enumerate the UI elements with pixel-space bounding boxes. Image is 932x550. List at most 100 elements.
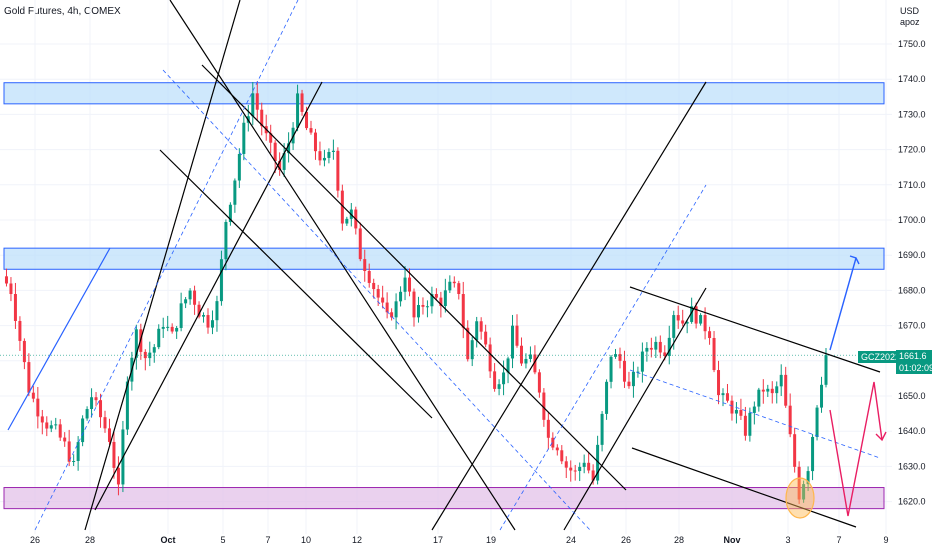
candle-body — [152, 347, 156, 353]
candle-body — [313, 132, 317, 152]
candle-body — [251, 93, 255, 117]
x-tick-label: 26 — [30, 535, 40, 545]
chart-title: Gold Futures, 4h, COMEX — [4, 6, 121, 17]
candle-body — [564, 461, 568, 468]
candle-body — [511, 325, 515, 359]
candle-body — [784, 374, 788, 406]
candle-body — [636, 371, 640, 373]
currency-code: USD — [900, 6, 920, 16]
candle-body — [788, 405, 792, 435]
candle-body — [775, 386, 779, 394]
candle-body — [591, 470, 595, 481]
candle-body — [40, 416, 44, 423]
candle-body — [761, 389, 765, 392]
candle-body — [90, 397, 94, 410]
candle-body — [358, 228, 362, 260]
candle-body — [345, 218, 349, 224]
candle-body — [327, 151, 331, 158]
x-tick-label: 5 — [220, 535, 225, 545]
channel-midline — [629, 369, 881, 459]
candle-body — [233, 180, 237, 205]
candle-body — [439, 297, 443, 307]
candle-body — [730, 400, 734, 414]
candle-body — [546, 419, 550, 438]
candle-body — [72, 460, 76, 462]
candle-body — [676, 315, 680, 321]
trend-line — [201, 64, 627, 491]
candle-body — [448, 281, 452, 291]
candle-body — [372, 282, 376, 290]
candle-body — [425, 306, 429, 308]
candle-body — [506, 358, 510, 373]
candle-body — [663, 352, 667, 357]
candle-body — [502, 372, 506, 385]
candle-body — [560, 450, 564, 462]
candle-body — [734, 409, 738, 414]
y-tick-label: 1720.0 — [898, 145, 926, 155]
candle-body — [193, 290, 197, 305]
x-tick-label: 19 — [486, 535, 496, 545]
candle-body — [421, 305, 425, 307]
candle-body — [363, 259, 367, 272]
trend-drawings — [0, 0, 892, 531]
time-axis[interactable]: 26 28 Oct 5 7 10 12 17 19 24 26 28 Nov 3 7 9 — [30, 535, 889, 545]
candle-body — [609, 356, 613, 382]
candle-body — [515, 325, 519, 346]
candle-body — [743, 415, 747, 436]
price-axis[interactable]: 1620.01630.01640.01650.01660.01670.01680… — [898, 39, 926, 507]
candle-body — [658, 341, 662, 353]
candle-body — [488, 344, 492, 372]
x-tick-label: 7 — [265, 535, 270, 545]
candle-body — [390, 312, 394, 318]
candle-body — [748, 412, 752, 436]
candle-body — [31, 392, 35, 399]
candle-body — [452, 281, 456, 284]
candle-body — [9, 283, 13, 295]
candle-body — [94, 397, 98, 401]
y-tick-label: 1740.0 — [898, 74, 926, 84]
currency-unit: apoz — [900, 17, 920, 27]
candle-body — [161, 326, 165, 329]
candle-body — [793, 434, 797, 467]
candle-body — [542, 392, 546, 420]
candle-body — [694, 306, 698, 324]
trend-line — [169, 0, 516, 531]
projection-down-path — [829, 381, 883, 517]
candle-body — [228, 204, 232, 222]
candle-body — [318, 151, 322, 161]
candle-body — [551, 437, 555, 448]
candle-body — [537, 372, 541, 393]
candle-body — [681, 320, 685, 324]
candle-body — [376, 289, 380, 298]
candle-body — [497, 384, 501, 389]
candle-body — [202, 315, 206, 317]
x-tick-label: 26 — [621, 535, 631, 545]
symbol-tag: GCZ2022 — [858, 351, 904, 363]
candle-body — [725, 393, 729, 401]
candle-body — [273, 142, 277, 162]
candle-body — [381, 297, 385, 303]
candle-body — [67, 441, 71, 462]
candle-body — [305, 111, 309, 129]
candle-body — [578, 466, 582, 472]
candle-body — [779, 374, 783, 387]
channel-midline — [162, 69, 591, 531]
candle-body — [206, 315, 210, 328]
candle-body — [573, 470, 577, 472]
candle-body — [712, 338, 716, 371]
candle-body — [690, 306, 694, 322]
y-tick-label: 1710.0 — [898, 180, 926, 190]
candle-body — [54, 424, 58, 426]
y-tick-label: 1640.0 — [898, 426, 926, 436]
y-tick-label: 1620.0 — [898, 497, 926, 507]
candle-body — [157, 328, 161, 348]
candle-body — [237, 153, 241, 181]
candle-body — [475, 321, 479, 341]
y-tick-label: 1690.0 — [898, 250, 926, 260]
candle-body — [143, 351, 147, 359]
candle-body — [36, 398, 40, 417]
projection-up-arrow — [829, 257, 857, 351]
candle-body — [300, 93, 304, 112]
trend-line — [431, 81, 707, 531]
